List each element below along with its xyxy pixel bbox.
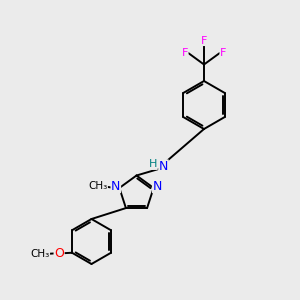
Text: O: O (54, 247, 64, 260)
Text: CH₃: CH₃ (88, 182, 107, 191)
Text: N: N (152, 180, 162, 193)
Text: F: F (201, 35, 207, 46)
Text: CH₃: CH₃ (30, 249, 50, 259)
Text: H: H (149, 159, 157, 170)
Text: F: F (182, 48, 188, 58)
Text: F: F (220, 48, 226, 58)
Text: N: N (159, 160, 168, 173)
Text: N: N (111, 180, 121, 193)
